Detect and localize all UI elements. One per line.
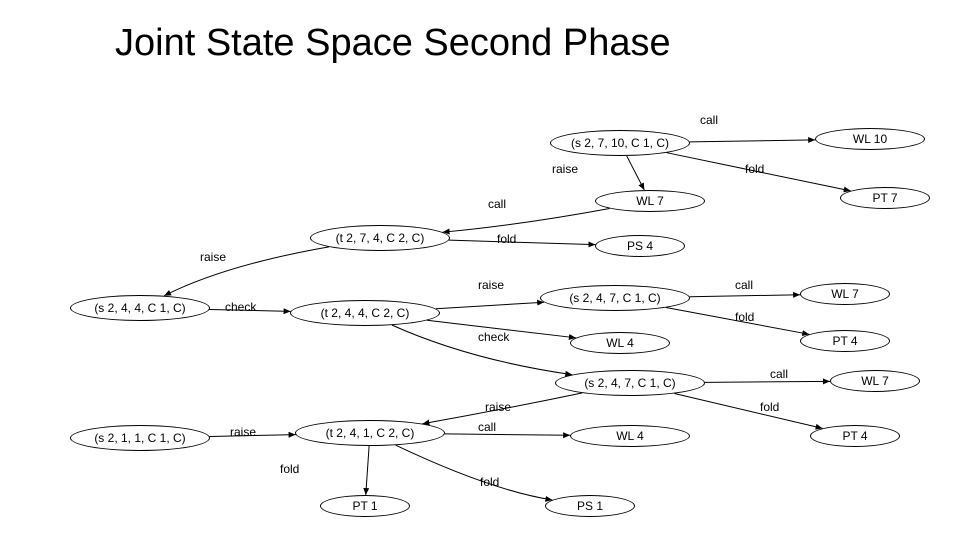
node-s247b: (s 2, 4, 7, C 1, C) <box>555 370 705 396</box>
node-t274: (t 2, 7, 4, C 2, C) <box>310 225 450 251</box>
page-title: Joint State Space Second Phase <box>115 22 671 65</box>
edge-line <box>705 381 830 382</box>
edge-label: call <box>488 197 506 211</box>
edge-label: call <box>770 367 788 381</box>
node-wl7a: WL 7 <box>595 190 705 212</box>
edge-line <box>449 240 595 245</box>
edge-line <box>396 445 553 500</box>
edge-label: raise <box>230 425 256 439</box>
node-ps1: PS 1 <box>545 495 635 517</box>
edge-line <box>443 208 610 232</box>
edge-label: fold <box>497 232 516 246</box>
node-wl4b: WL 4 <box>570 425 690 447</box>
node-pt1: PT 1 <box>320 495 410 517</box>
edge-layer <box>0 0 960 540</box>
node-root: (s 2, 7, 10, C 1, C) <box>550 130 690 156</box>
edge-label: fold <box>735 310 754 324</box>
edge-label: fold <box>480 475 499 489</box>
node-s244: (s 2, 4, 4, C 1, C) <box>70 295 210 321</box>
node-pt4b: PT 4 <box>810 425 900 447</box>
edge-line <box>690 140 815 142</box>
edge-line <box>627 156 645 190</box>
node-s211: (s 2, 1, 1, C 1, C) <box>70 425 210 451</box>
edge-label: fold <box>760 400 779 414</box>
edge-label: fold <box>745 162 764 176</box>
node-ps4: PS 4 <box>595 235 685 257</box>
edge-label: call <box>735 278 753 292</box>
edge-line <box>436 302 544 308</box>
edge-line <box>164 247 329 296</box>
edge-label: raise <box>478 278 504 292</box>
edge-label: check <box>478 330 509 344</box>
node-wl10: WL 10 <box>815 128 925 150</box>
node-wl7c: WL 7 <box>830 370 920 392</box>
node-s247a: (s 2, 4, 7, C 1, C) <box>540 285 690 311</box>
edge-label: raise <box>200 250 226 264</box>
edge-label: call <box>478 420 496 434</box>
edge-label: raise <box>552 162 578 176</box>
edge-line <box>366 446 369 495</box>
node-pt7: PT 7 <box>840 187 930 209</box>
edge-label: raise <box>485 400 511 414</box>
edge-line <box>445 434 570 435</box>
edge-label: call <box>700 113 718 127</box>
node-t244: (t 2, 4, 4, C 2, C) <box>290 300 440 326</box>
node-wl4a: WL 4 <box>570 332 670 354</box>
edge-line <box>674 393 822 428</box>
node-pt4a: PT 4 <box>800 330 890 352</box>
edge-label: check <box>225 300 256 314</box>
edge-line <box>690 295 800 297</box>
edge-label: fold <box>280 462 299 476</box>
node-wl7b: WL 7 <box>800 283 890 305</box>
node-t241: (t 2, 4, 1, C 2, C) <box>295 420 445 446</box>
